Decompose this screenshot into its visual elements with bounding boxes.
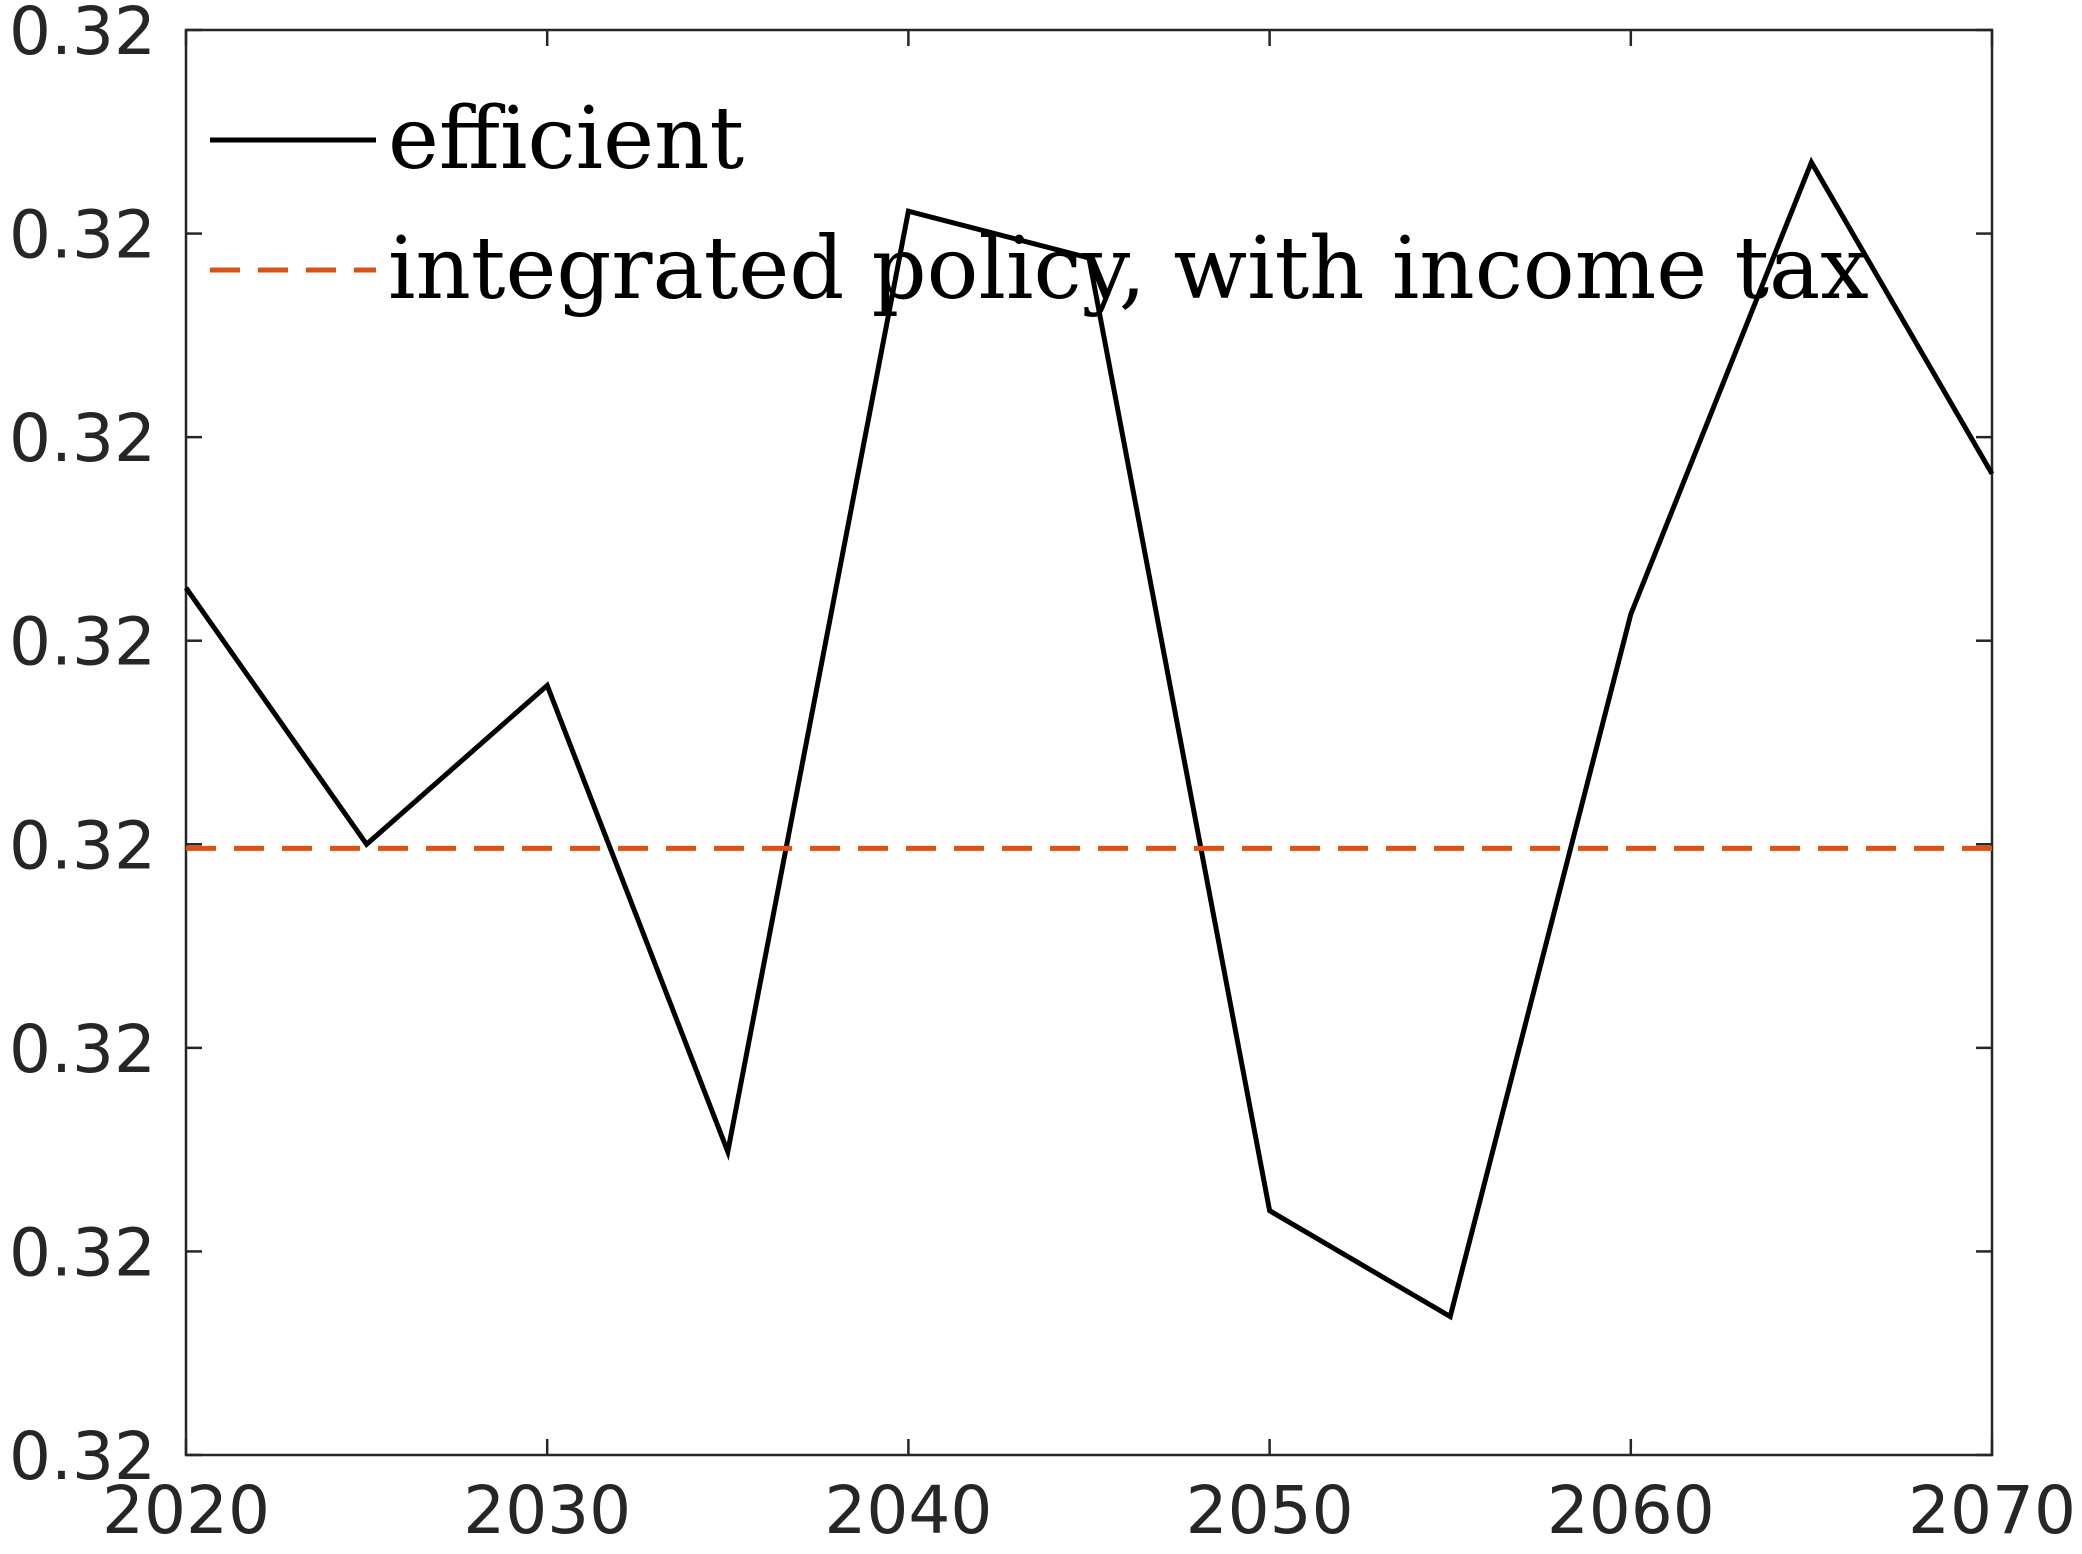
y-tick-label: 0.32 (9, 197, 156, 274)
y-tick-label: 0.32 (9, 0, 156, 70)
y-tick-label: 0.32 (9, 1011, 156, 1088)
axis-ticks (184, 28, 1994, 1457)
x-tick-label: 2020 (102, 1472, 270, 1549)
y-tick-label: 0.32 (9, 807, 156, 884)
y-tick-label: 0.32 (9, 1418, 156, 1495)
x-axis-tick-labels: 2020 2030 2040 2050 2060 2070 (102, 1472, 2076, 1549)
series-lines (183, 156, 1995, 1321)
y-tick-label: 0.32 (9, 604, 156, 681)
x-tick-label: 2060 (1547, 1472, 1715, 1549)
series-line-1 (183, 156, 1995, 1321)
legend-label-1: efficient (388, 89, 744, 189)
x-tick-label: 2070 (1908, 1472, 2076, 1549)
x-tick-label: 2040 (824, 1472, 992, 1549)
x-tick-label: 2050 (1186, 1472, 1354, 1549)
y-axis-tick-labels: 0.32 0.32 0.32 0.32 0.32 0.32 0.32 0.32 (9, 0, 156, 1495)
y-tick-label: 0.32 (9, 400, 156, 477)
x-tick-label: 2030 (463, 1472, 631, 1549)
axes-frame (184, 28, 1994, 1457)
y-tick-label: 0.32 (9, 1214, 156, 1291)
legend-label-2: integrated policy, with income tax (388, 219, 1869, 319)
legend: efficient integrated policy, with income … (210, 89, 1869, 319)
plot-area (184, 28, 1994, 1457)
